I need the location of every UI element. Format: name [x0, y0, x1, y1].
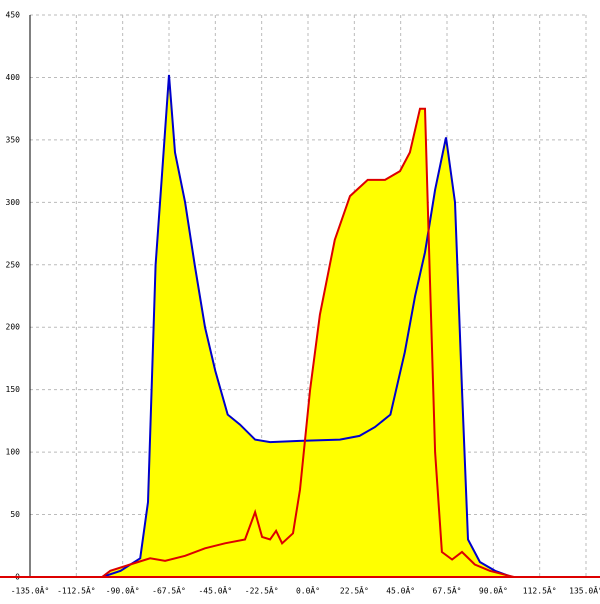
line: [101, 107, 515, 578]
x-tick-label: 90.0Â°: [479, 585, 508, 596]
x-tick-label: -135.0Â°: [11, 585, 50, 596]
x-tick-label: -45.0Â°: [198, 585, 232, 596]
line: [101, 74, 513, 578]
area: [102, 108, 514, 577]
x-tick-label: -90.0Â°: [106, 585, 140, 596]
x-tick-label: 112.5Â°: [523, 585, 557, 596]
x-tick-label: 135.0Â°: [569, 585, 600, 596]
y-tick-label: 250: [6, 260, 21, 269]
x-tick-label: -22.5Â°: [245, 585, 279, 596]
y-tick-label: 50: [10, 510, 20, 519]
y-tick-label: 450: [6, 11, 21, 20]
x-tick-label: 67.5Â°: [433, 585, 462, 596]
y-tick-label: 350: [6, 135, 21, 144]
x-tick-label: 45.0Â°: [386, 585, 415, 596]
x-tick-label: -112.5Â°: [57, 585, 96, 596]
x-tick-label: 22.5Â°: [340, 585, 369, 596]
y-tick-label: 100: [6, 448, 21, 457]
y-tick-label: 300: [6, 198, 21, 207]
x-tick-label: -67.5Â°: [152, 585, 186, 596]
y-tick-label: 400: [6, 73, 21, 82]
y-tick-label: 150: [6, 385, 21, 394]
y-tick-label: 200: [6, 323, 21, 332]
x-tick-label: 0.0Â°: [296, 585, 320, 596]
